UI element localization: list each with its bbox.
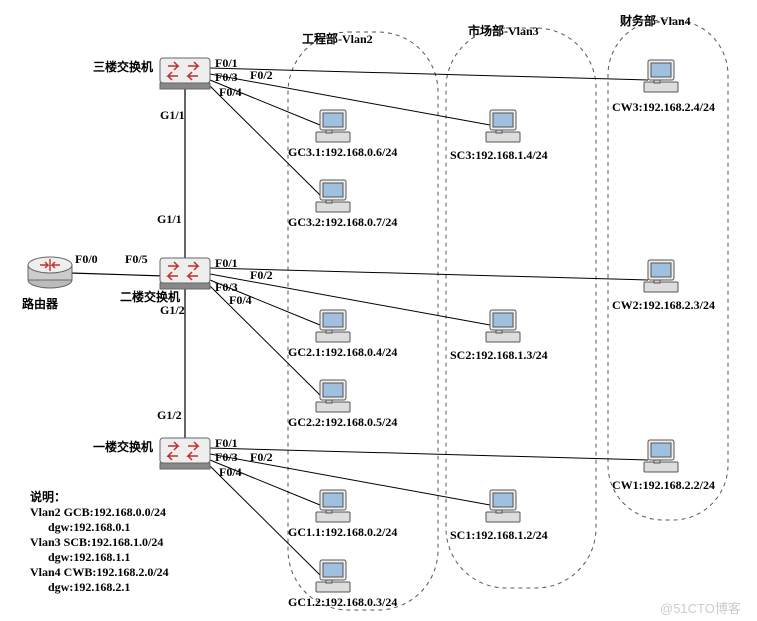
host-label: GC3.1:192.168.0.6/24: [288, 145, 397, 160]
switch-icon: [160, 438, 210, 469]
explain-row: Vlan2 GCB:192.168.0.0/24: [30, 505, 166, 520]
explain-row: Vlan3 SCB:192.168.1.0/24: [30, 535, 163, 550]
link: [210, 68, 648, 80]
port-label: F0/5: [125, 252, 148, 267]
pc-icon: [644, 440, 678, 472]
port-label: G1/1: [160, 108, 185, 123]
vlan4-title: 财务部-Vlan4: [620, 12, 691, 29]
explain-title: 说明：: [30, 488, 66, 505]
pc-icon: [316, 180, 350, 212]
switch-icon: [160, 258, 210, 289]
port-label: F0/1: [215, 56, 238, 71]
zone-vlan3: [446, 28, 596, 588]
host-label: SC3:192.168.1.4/24: [450, 148, 548, 163]
port-label: G1/2: [160, 303, 185, 318]
router-label: 路由器: [22, 295, 58, 312]
explain-row: dgw:192.168.2.1: [30, 580, 130, 595]
pc-icon: [486, 110, 520, 142]
port-label: F0/2: [250, 450, 273, 465]
explain-row: dgw:192.168.1.1: [30, 550, 130, 565]
port-label: F0/4: [229, 293, 252, 308]
link: [70, 273, 165, 276]
port-label: F0/4: [219, 85, 242, 100]
host-label: CW1:192.168.2.2/24: [612, 478, 715, 493]
host-label: GC1.2:192.168.0.3/24: [288, 595, 397, 610]
host-label: SC1:192.168.1.2/24: [450, 528, 548, 543]
link: [210, 268, 648, 280]
pc-icon: [644, 60, 678, 92]
pc-icon: [486, 310, 520, 342]
vlan3-title: 市场部-Vlan3: [468, 22, 539, 39]
host-label: GC2.2:192.168.0.5/24: [288, 415, 397, 430]
host-label: GC3.2:192.168.0.7/24: [288, 215, 397, 230]
switch-icon: [160, 58, 210, 89]
port-label: F0/1: [215, 436, 238, 451]
link: [210, 448, 648, 460]
watermark: @51CTO博客: [660, 598, 741, 617]
port-label: F0/2: [250, 268, 273, 283]
port-label: F0/4: [219, 465, 242, 480]
port-label: F0/1: [215, 256, 238, 271]
pc-icon: [316, 490, 350, 522]
router-icon: [28, 257, 72, 288]
switch1-label: 一楼交换机: [93, 438, 153, 455]
pc-icon: [316, 380, 350, 412]
host-label: SC2:192.168.1.3/24: [450, 348, 548, 363]
port-label: F0/2: [250, 68, 273, 83]
port-label: F0/3: [215, 450, 238, 465]
pc-icon: [316, 310, 350, 342]
pc-icon: [486, 490, 520, 522]
host-label: CW3:192.168.2.4/24: [612, 100, 715, 115]
pc-icon: [644, 260, 678, 292]
pc-icon: [316, 560, 350, 592]
port-label: F0/3: [215, 70, 238, 85]
explain-row: dgw:192.168.0.1: [30, 520, 130, 535]
explain-row: Vlan4 CWB:192.168.2.0/24: [30, 565, 169, 580]
host-label: CW2:192.168.2.3/24: [612, 298, 715, 313]
pc-icon: [316, 110, 350, 142]
host-label: GC1.1:192.168.0.2/24: [288, 525, 397, 540]
host-label: GC2.1:192.168.0.4/24: [288, 345, 397, 360]
port-label: G1/2: [157, 408, 182, 423]
switch3-label: 三楼交换机: [93, 58, 153, 75]
vlan2-title: 工程部-Vlan2: [302, 30, 373, 47]
port-label: G1/1: [157, 212, 182, 227]
port-label: F0/0: [75, 252, 98, 267]
